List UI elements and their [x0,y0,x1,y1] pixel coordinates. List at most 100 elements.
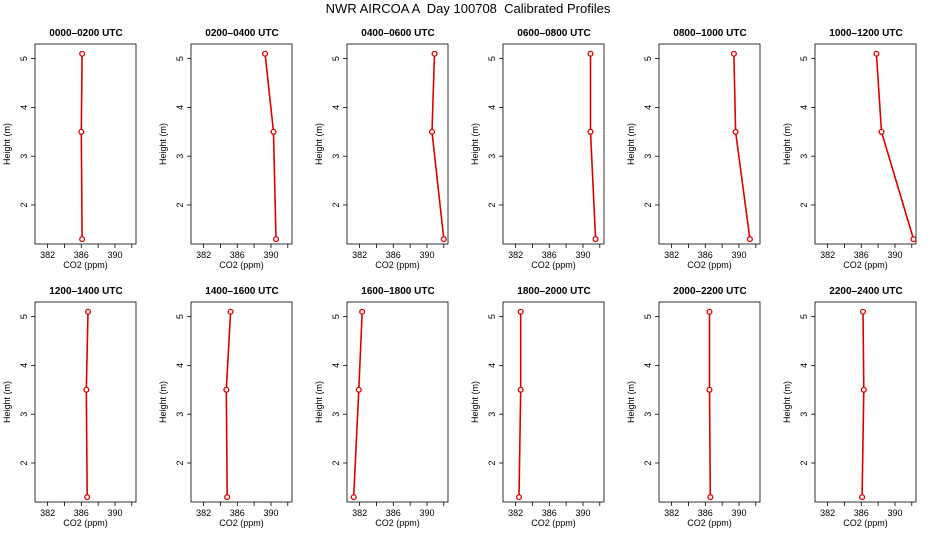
chart-panel-8: 1400–1600 UTC 382 386 390 2 3 4 5 CO2 (ppm) Heigh… [158,286,293,528]
panel-title: 1800–2000 UTC [517,286,590,297]
data-point [227,308,234,315]
x-tick-label: 382 [352,508,367,518]
y-tick-label: 2 [487,202,497,207]
x-axis-label: CO2 (ppm) [63,518,108,528]
data-point [746,236,753,243]
plot-frame [814,43,917,245]
y-tick-label: 3 [487,412,497,417]
profile-line [518,311,522,498]
x-tick-label: 390 [575,250,590,260]
y-tick-label: 4 [643,105,653,110]
data-point [272,236,280,243]
panel-title: 0800–1000 UTC [673,28,746,39]
y-tick-label: 2 [331,202,341,207]
x-tick-label: 390 [731,508,746,518]
panel-title: 1600–1800 UTC [361,286,434,297]
y-tick-label: 3 [643,412,653,417]
x-tick-label: 390 [263,250,278,260]
chart-panel-10: 1800–2000 UTC 382 386 390 2 3 4 5 CO2 (ppm) Heigh… [470,286,605,528]
profile-line [225,311,232,498]
y-tick-label: 2 [799,460,809,465]
data-point [859,308,867,315]
x-tick-label: 386 [74,250,89,260]
x-tick-label: 382 [196,250,211,260]
data-point [428,128,436,135]
y-tick-label: 5 [487,314,497,319]
plot-frame [34,301,137,503]
y-tick-label: 3 [175,154,185,159]
y-tick-label: 2 [799,202,809,207]
y-tick-label: 2 [19,202,29,207]
y-axis-label: Height (m) [314,123,324,165]
profile-line [352,311,363,498]
profile-line [861,311,865,498]
panel-title: 0000–0200 UTC [49,28,122,39]
y-axis-label: Height (m) [782,123,792,165]
data-point [730,50,737,57]
profile-line [875,53,915,240]
y-tick-label: 5 [643,314,653,319]
y-tick-label: 3 [331,412,341,417]
y-tick-label: 4 [331,363,341,368]
data-point [83,386,90,393]
panel-title: 1000–1200 UTC [829,28,902,39]
x-tick-label: 390 [887,250,902,260]
y-tick-label: 2 [19,460,29,465]
x-tick-label: 386 [230,250,245,260]
plot-frame [658,43,761,245]
x-tick-label: 386 [230,508,245,518]
y-tick-label: 2 [643,460,653,465]
chart-panel-11: 2000–2200 UTC 382 386 390 2 3 4 5 CO2 (ppm) Heigh… [626,286,761,528]
y-tick-label: 5 [487,56,497,61]
x-tick-label: 382 [196,508,211,518]
data-point [859,494,866,501]
plot-frame [190,43,293,245]
panel-title: 1400–1600 UTC [205,286,278,297]
chart-panel-6: 1000–1200 UTC 382 386 390 2 3 4 5 CO2 (ppm) Heigh… [782,28,917,270]
x-tick-label: 390 [575,508,590,518]
y-tick-label: 4 [19,363,29,368]
y-tick-label: 5 [175,56,185,61]
y-axis-label: Height (m) [470,381,480,423]
data-point [224,494,231,501]
data-point [84,308,92,315]
x-axis-label: CO2 (ppm) [531,518,576,528]
y-tick-label: 4 [487,363,497,368]
plot-frame [658,301,761,503]
data-point [517,386,524,393]
y-axis-label: Height (m) [314,381,324,423]
y-tick-label: 5 [19,314,29,319]
y-tick-label: 5 [19,56,29,61]
chart-panel-5: 0800–1000 UTC 382 386 390 2 3 4 5 CO2 (ppm) Heigh… [626,28,761,270]
x-axis-label: CO2 (ppm) [843,260,888,270]
x-tick-label: 390 [107,250,122,260]
panel-title: 0200–0400 UTC [205,28,278,39]
chart-panel-1: 0000–0200 UTC 382 386 390 2 3 4 5 CO2 (ppm) Heigh… [2,28,137,270]
x-tick-label: 382 [664,250,679,260]
x-tick-label: 390 [731,250,746,260]
panel-title: 1200–1400 UTC [49,286,122,297]
y-tick-label: 4 [175,105,185,110]
data-point [706,386,713,393]
x-tick-label: 390 [419,508,434,518]
chart-panel-7: 1200–1400 UTC 382 386 390 2 3 4 5 CO2 (ppm) Heigh… [2,286,137,528]
y-tick-label: 4 [799,105,809,110]
y-tick-label: 2 [643,202,653,207]
y-tick-label: 5 [331,314,341,319]
x-axis-label: CO2 (ppm) [375,260,420,270]
data-point [706,308,713,315]
profile-line [708,311,712,498]
x-axis-label: CO2 (ppm) [843,518,888,528]
y-tick-label: 4 [643,363,653,368]
x-tick-label: 390 [887,508,902,518]
profile-line [85,311,89,498]
x-axis-label: CO2 (ppm) [219,260,264,270]
y-axis-label: Height (m) [158,123,168,165]
x-tick-label: 382 [40,508,55,518]
y-axis-label: Height (m) [2,381,12,423]
data-point [587,128,594,135]
data-point [910,236,917,243]
y-tick-label: 5 [799,314,809,319]
x-axis-label: CO2 (ppm) [687,260,732,270]
data-point [517,308,524,315]
